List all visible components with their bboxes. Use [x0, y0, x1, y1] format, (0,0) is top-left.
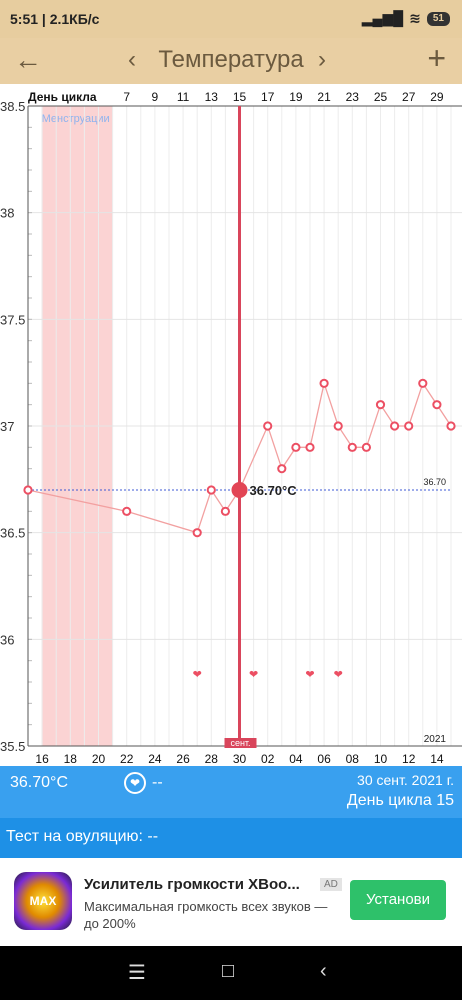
top-tick-label: 9: [152, 90, 159, 104]
top-tick-label: 29: [430, 90, 444, 104]
y-tick-label: 36.5: [0, 526, 25, 541]
chevron-left-icon[interactable]: ‹: [128, 46, 136, 73]
arrow-back-icon[interactable]: ←: [14, 44, 42, 75]
heart-marker-icon: ❤: [305, 668, 314, 681]
temperature-chart[interactable]: Менструации 38.5 38 37.5 37 36.5 36 35.5 День ци…: [0, 84, 462, 766]
data-point: [446, 421, 456, 431]
plus-icon[interactable]: +: [427, 40, 446, 76]
battery-icon: 51: [426, 11, 450, 26]
info-bar: 36.70°C ❤ -- 30 сент. 2021 г. День цикла…: [0, 766, 462, 818]
selected-date: 30 сент. 2021 г.: [357, 772, 454, 788]
top-axis-label: День цикла: [28, 90, 97, 104]
data-point: [347, 442, 357, 452]
menu-icon[interactable]: ☰: [128, 962, 146, 984]
data-point: [390, 421, 400, 431]
ad-description: Максимальная громкость всех звуков — до …: [84, 899, 328, 931]
ovulation-test[interactable]: Тест на овуляцию: --: [0, 818, 462, 858]
heart-icon[interactable]: ❤: [124, 772, 146, 794]
y-tick-label: 36: [0, 632, 14, 647]
chart-canvas[interactable]: Менструации 38.5 38 37.5 37 36.5 36 35.5 День ци…: [0, 84, 462, 766]
data-point: [122, 506, 132, 516]
year-label: 2021: [424, 734, 447, 745]
top-tick-label: 23: [346, 90, 360, 104]
ad-title[interactable]: Усилитель громкости XBoo...: [84, 876, 300, 893]
bottom-tick-label: 12: [402, 752, 416, 766]
bottom-tick-label: 06: [317, 752, 331, 766]
heart-marker-icon: ❤: [249, 668, 258, 681]
heart-marker-icon: ❤: [334, 668, 343, 681]
data-point: [23, 485, 33, 495]
data-point: [333, 421, 343, 431]
data-point: [404, 421, 414, 431]
menstruation-label: Менструации: [42, 113, 110, 125]
status-bar: 5:51 | 2.1КБ/с ▂▄▆█ ≋ 51: [0, 0, 462, 38]
data-point: [361, 442, 371, 452]
y-tick-label: 38: [0, 206, 14, 221]
selected-value-label: 36.70°C: [250, 483, 298, 498]
bottom-tick-label: 18: [64, 752, 78, 766]
bottom-tick-label: 16: [35, 752, 49, 766]
wifi-icon: ≋: [409, 10, 421, 26]
selected-data-point: [231, 482, 248, 498]
bottom-tick-label: 22: [120, 752, 134, 766]
selected-day-label: сент.: [230, 738, 250, 748]
data-point: [375, 400, 386, 410]
bottom-tick-label: 02: [261, 752, 275, 766]
ad-banner[interactable]: MAX Усилитель громкости XBoo... AD Макси…: [0, 858, 462, 946]
data-point: [305, 442, 315, 452]
data-point: [432, 400, 442, 410]
data-point: [263, 421, 273, 431]
bottom-tick-label: 04: [289, 752, 303, 766]
selected-day-label-bg: [224, 738, 257, 748]
data-point: [418, 378, 428, 388]
y-tick-label: 38.5: [0, 99, 25, 114]
y-tick-label: 37: [0, 419, 14, 434]
chevron-right-icon[interactable]: ›: [318, 46, 326, 73]
page-title: Температура: [158, 46, 304, 73]
bottom-tick-label: 20: [92, 752, 106, 766]
bottom-tick-label: 30: [233, 752, 247, 766]
install-button[interactable]: Установи: [350, 880, 446, 920]
top-tick-label: 7: [123, 90, 130, 104]
top-tick-label: 25: [374, 90, 388, 104]
status-time: 5:51 | 2.1КБ/с: [10, 11, 100, 27]
home-icon[interactable]: □: [222, 960, 235, 982]
data-point: [206, 485, 216, 495]
data-point: [220, 506, 230, 516]
top-tick-label: 13: [205, 90, 219, 104]
heart-value: --: [152, 774, 163, 791]
bottom-tick-label: 10: [374, 752, 388, 766]
top-tick-label: 21: [317, 90, 331, 104]
data-point: [291, 442, 301, 452]
data-point: [319, 378, 329, 388]
bottom-tick-label: 24: [148, 752, 162, 766]
heart-marker-icon: ❤: [193, 668, 202, 681]
ad-app-icon[interactable]: MAX: [14, 872, 72, 930]
ad-badge: AD: [320, 878, 342, 891]
data-point: [192, 528, 202, 538]
y-tick-label: 37.5: [0, 312, 25, 327]
y-tick-label: 35.5: [0, 739, 25, 754]
top-tick-label: 11: [177, 90, 190, 104]
bottom-tick-label: 14: [430, 752, 444, 766]
top-tick-label: 15: [233, 90, 247, 104]
selected-temperature[interactable]: 36.70°C: [10, 774, 68, 791]
top-tick-label: 27: [402, 90, 416, 104]
top-tick-label: 17: [261, 90, 275, 104]
cycle-day: День цикла 15: [346, 792, 454, 809]
signal-icon: ▂▄▆█: [361, 10, 404, 26]
system-nav-bar: ☰ □ ‹: [0, 946, 462, 1000]
back-icon[interactable]: ‹: [320, 960, 327, 982]
top-tick-label: 19: [289, 90, 303, 104]
data-point: [277, 464, 287, 474]
bottom-tick-label: 08: [346, 752, 360, 766]
bottom-tick-label: 28: [205, 752, 219, 766]
bottom-tick-label: 26: [176, 752, 190, 766]
baseline-label: 36.70: [423, 477, 446, 487]
app-bar: ← ‹ Температура › +: [0, 38, 462, 84]
